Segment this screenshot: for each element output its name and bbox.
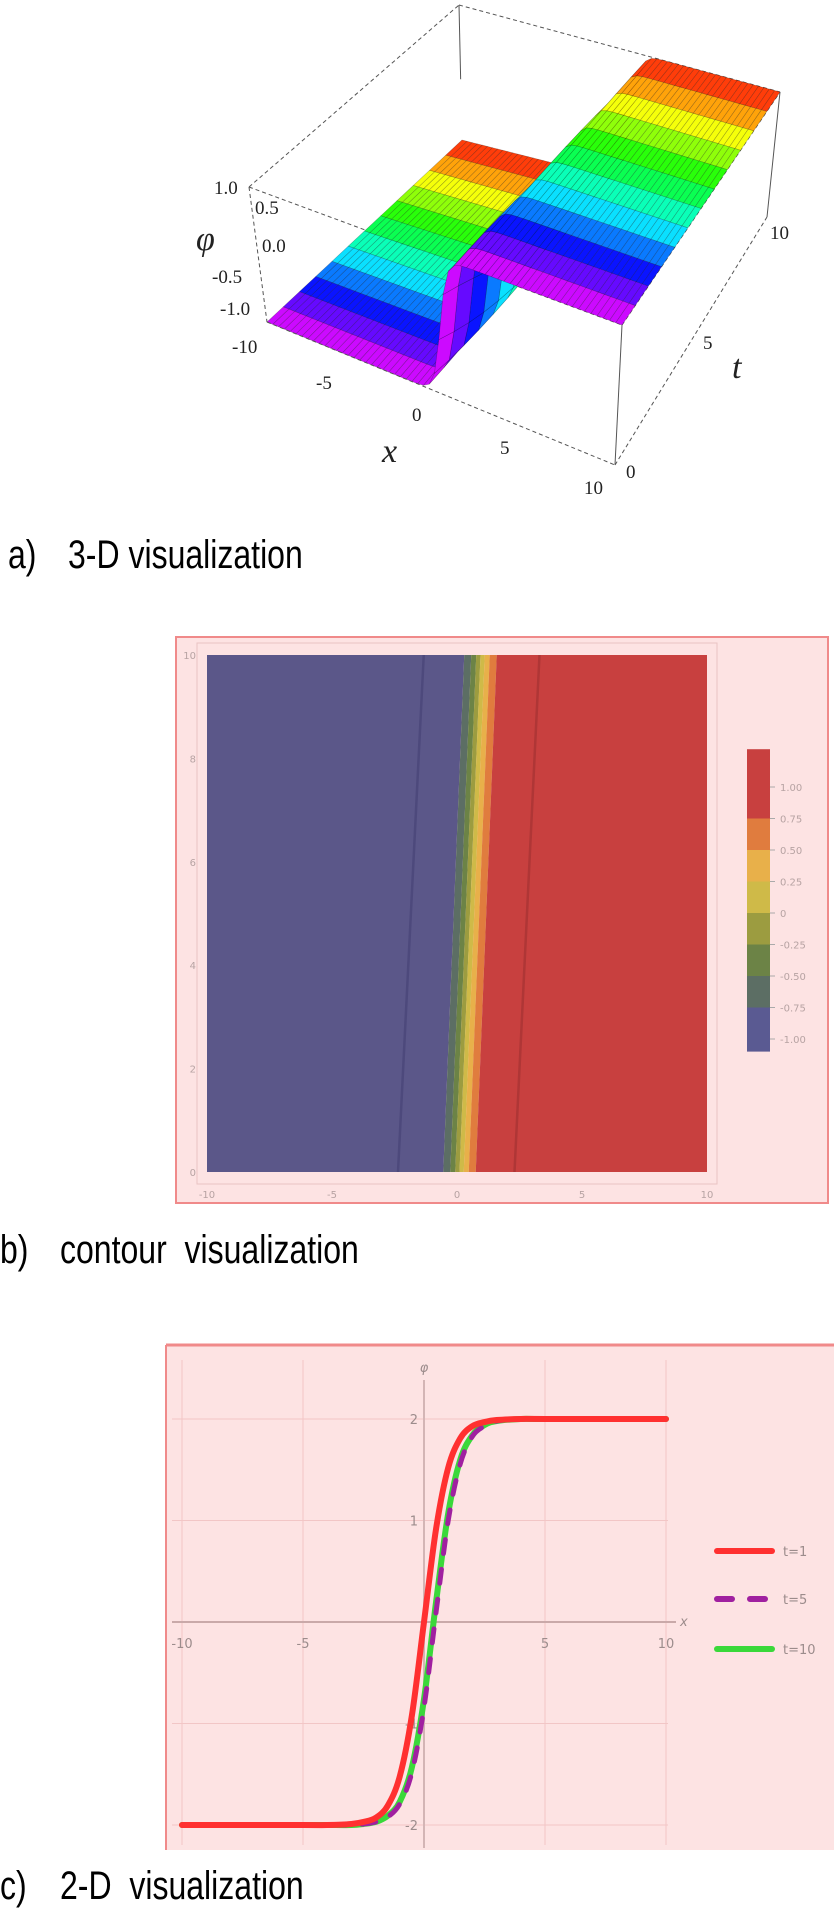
colorbar-band (747, 976, 770, 1008)
x-tick-label: 10 (658, 1637, 675, 1652)
colorbar-tick-label: 0.50 (780, 846, 802, 857)
plot-frame (196, 642, 718, 1185)
caption-b-text: contour visualization (60, 1228, 359, 1272)
contour-band (463, 655, 490, 1172)
contour-band (450, 655, 477, 1172)
colorbar-band (747, 881, 770, 913)
x-axis-label: x (381, 433, 397, 470)
x-tick-label: 0 (412, 405, 422, 426)
box-edge (458, 4, 462, 80)
panel-contour: -10 -5 0 5 10 0 2 4 6 8 10 1.00 0.75 0.50 0.25 0 -0.25 -0… (175, 636, 829, 1204)
caption-c-label: c) (0, 1864, 27, 1908)
z-tick-label: 0.0 (262, 236, 286, 257)
legend-label: t=10 (783, 1643, 816, 1658)
z-tick-label: 1.0 (214, 178, 238, 199)
x-tick-label: 5 (500, 438, 510, 459)
z-tick-label: -1.0 (220, 299, 250, 320)
surface-patch (734, 128, 755, 151)
panel-3d-surface: 1.0 0.5 0.0 -0.5 -1.0 -10 -5 0 5 10 0 5 10 x t φ (196, 4, 789, 499)
y-tick-label: 1 (410, 1515, 418, 1530)
colorbar-band (747, 913, 770, 945)
y-axis-label: φ (420, 1361, 429, 1376)
colorbar-band (747, 850, 770, 882)
caption-c-text: 2-D visualization (60, 1864, 304, 1908)
x-tick-label: 10 (584, 478, 603, 499)
colorbar-band (747, 749, 770, 819)
y-tick-label: 2 (190, 1065, 196, 1076)
x-tick-label: -5 (297, 1637, 310, 1652)
surface-patch (641, 264, 662, 287)
x-tick-label: 5 (579, 1190, 585, 1201)
y-tick-label: 4 (190, 961, 196, 972)
t-tick-label: 0 (626, 462, 636, 483)
x-axis-label: x (679, 1615, 688, 1630)
x-tick-label: -10 (232, 337, 257, 358)
x-tick-label: -5 (327, 1190, 337, 1201)
box-edge (248, 4, 460, 188)
colorbar-band (747, 818, 770, 850)
colorbar-tick-label: -0.25 (780, 941, 806, 952)
series-line-t=1 (179, 1415, 669, 1829)
contour-line (396, 654, 425, 1173)
t-tick-label: 5 (703, 333, 713, 354)
x-tick-label: -5 (316, 373, 332, 394)
contour-band (459, 655, 485, 1172)
y-tick-label: 6 (190, 858, 196, 869)
x-tick-label: 10 (701, 1190, 714, 1201)
colorbar-tick-label: -1.00 (780, 1035, 806, 1046)
caption-a-text: 3-D visualization (68, 533, 303, 577)
t-axis-label: t (732, 349, 743, 386)
x-tick-label: 5 (541, 1637, 549, 1652)
contour-band (475, 655, 707, 1172)
surface-patch (615, 302, 636, 326)
z-axis-label: φ (196, 221, 215, 258)
colorbar-tick-label: 0.25 (780, 878, 802, 889)
colorbar-tick-label: -0.50 (780, 972, 806, 983)
y-tick-label: 8 (190, 754, 196, 765)
caption-a-label: a) (8, 533, 37, 577)
y-tick-label: -2 (405, 1819, 418, 1834)
contour-band (207, 655, 465, 1172)
box-edge (248, 186, 268, 323)
legend-label: t=1 (783, 1545, 807, 1560)
contour-band (455, 655, 481, 1172)
z-tick-label: 0.5 (255, 198, 279, 219)
y-tick-label: 10 (183, 651, 196, 662)
box-edge (614, 324, 623, 466)
colorbar-tick-label: 0.75 (780, 815, 802, 826)
x-tick-label: -10 (199, 1190, 215, 1201)
z-tick-label: -0.5 (212, 267, 242, 288)
t-tick-label: 10 (770, 223, 789, 244)
x-tick-label: -10 (171, 1637, 192, 1652)
legend-label: t=5 (783, 1593, 807, 1608)
contour-line (513, 654, 541, 1173)
surface-patch (707, 167, 728, 190)
colorbar-tick-label: -0.75 (780, 1004, 806, 1015)
surface-patch (760, 90, 781, 112)
colorbar-band (747, 944, 770, 976)
x-tick-label: 0 (454, 1190, 460, 1201)
y-tick-label: 0 (190, 1168, 196, 1179)
contour-band (443, 655, 472, 1172)
colorbar-tick-label: 0 (780, 909, 786, 920)
contour-band (468, 655, 497, 1172)
colorbar-band (747, 1007, 770, 1052)
y-tick-label: 2 (410, 1413, 418, 1428)
box-edge (766, 91, 781, 218)
surface-patch (628, 283, 649, 306)
colorbar-tick-label: 1.00 (780, 783, 802, 794)
caption-b-label: b) (0, 1228, 29, 1272)
